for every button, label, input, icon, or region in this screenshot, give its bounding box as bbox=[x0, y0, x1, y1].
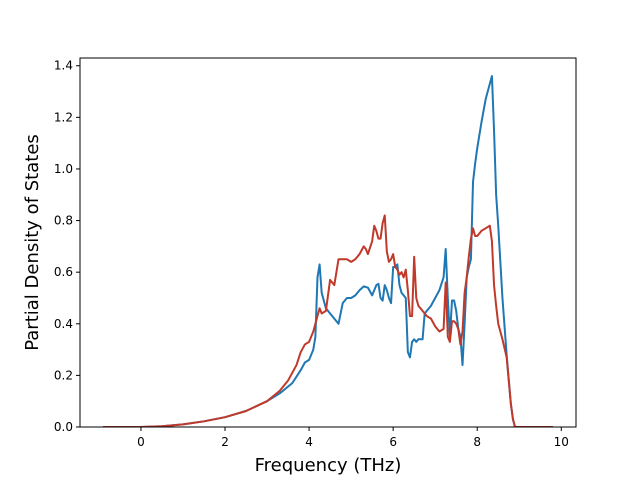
plot-frame bbox=[79, 57, 577, 428]
series-line-1 bbox=[103, 75, 553, 427]
x-ticks: 0 2 4 6 8 10 bbox=[137, 427, 569, 449]
y-axis-label: Partial Density of States bbox=[22, 134, 43, 351]
x-axis-label: Frequency (THz) bbox=[255, 455, 402, 476]
y-tick-label: 0.2 bbox=[54, 368, 73, 382]
y-tick-label: 0.0 bbox=[54, 420, 73, 434]
x-tick-label: 8 bbox=[473, 435, 481, 449]
x-tick-label: 6 bbox=[389, 435, 397, 449]
x-tick-label: 4 bbox=[305, 435, 313, 449]
y-tick-label: 1.4 bbox=[54, 59, 73, 73]
y-tick-label: 1.0 bbox=[54, 162, 73, 176]
y-tick-label: 0.6 bbox=[54, 265, 73, 279]
series-line-2 bbox=[103, 214, 553, 427]
y-tick-label: 1.2 bbox=[54, 110, 73, 124]
x-tick-label: 10 bbox=[554, 435, 569, 449]
series-layer bbox=[103, 75, 553, 427]
y-tick-label: 0.8 bbox=[54, 214, 73, 228]
x-tick-label: 2 bbox=[221, 435, 229, 449]
x-tick-label: 0 bbox=[137, 435, 145, 449]
y-ticks: 0.0 0.2 0.4 0.6 0.8 1.0 1.2 1.4 bbox=[54, 59, 80, 434]
y-tick-label: 0.4 bbox=[54, 317, 73, 331]
